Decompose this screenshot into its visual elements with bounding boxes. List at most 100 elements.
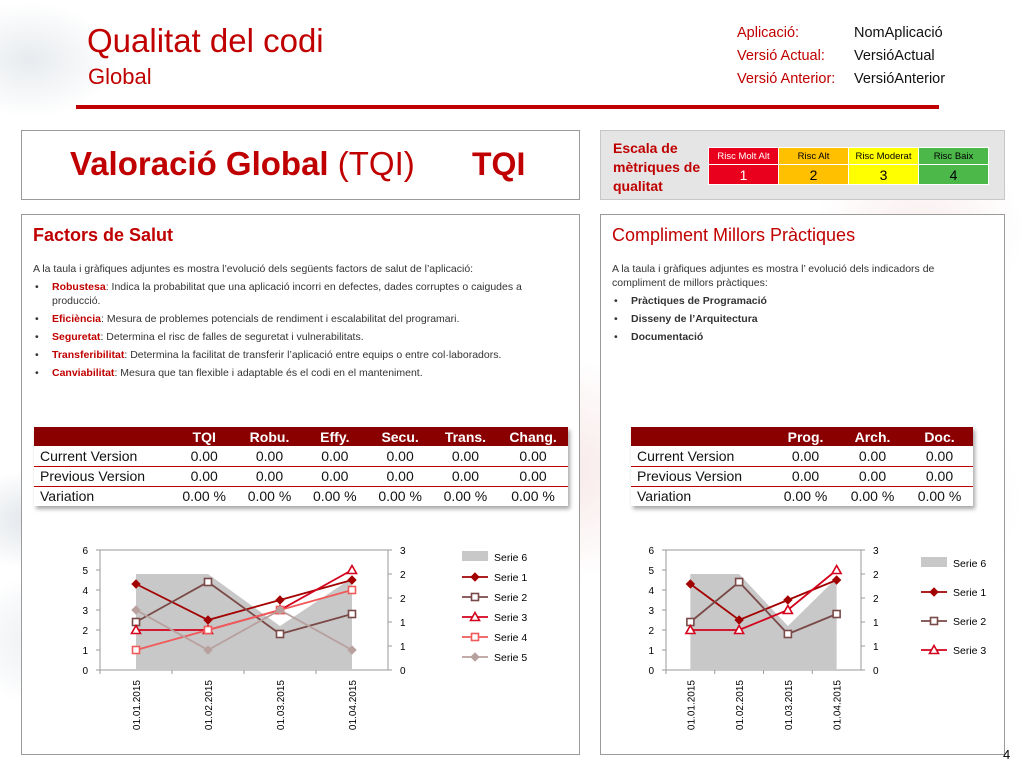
list-item: Disseny de l’Arquitectura (612, 312, 987, 326)
table-cell: 0.00 (772, 446, 840, 466)
table-cell: 0.00 (302, 446, 368, 466)
practice-name: Disseny de l’Arquitectura (631, 313, 758, 325)
row-label: Current Version (34, 446, 172, 466)
legend-label: Serie 2 (953, 616, 986, 628)
table-cell: 0.00 % (236, 486, 303, 506)
column-header: Robu. (236, 427, 303, 446)
data-point (684, 623, 697, 635)
tqi-title-suffix: (TQI) (337, 145, 415, 182)
meta-label: Versió Actual: (737, 48, 825, 64)
y2-tick-label: 1 (873, 642, 879, 653)
table-row: Variation 0.00 % 0.00 % 0.00 % 0.00 % 0.… (34, 486, 568, 506)
y-tick-label: 4 (82, 586, 88, 597)
y-tick-label: 1 (648, 646, 654, 657)
legend-label: Serie 1 (494, 572, 527, 584)
legend-marker (470, 592, 480, 602)
table-cell: 0.00 % (772, 486, 840, 506)
data-point (346, 563, 358, 575)
table-cell: 0.00 (772, 466, 840, 486)
table-cell: 0.00 % (432, 486, 499, 506)
table-cell: 0.00 (302, 466, 368, 486)
best-practices-table: Prog. Arch. Doc. Current Version 0.00 0.… (631, 427, 973, 506)
x-tick-label: 01.02.2015 (204, 680, 215, 730)
x-tick-label: 01.03.2015 (784, 680, 795, 730)
best-practices-list: Pràctiques de Programació Disseny de l’A… (612, 294, 987, 344)
column-header: Trans. (432, 427, 499, 446)
series-line (689, 580, 837, 636)
y-tick-label: 2 (648, 626, 654, 637)
row-label: Variation (34, 486, 172, 506)
table-cell: 0.00 (839, 446, 906, 466)
x-tick-label: 01.04.2015 (833, 680, 844, 730)
data-point (782, 603, 794, 615)
data-point (131, 579, 141, 589)
chart-legend: Serie 6 Serie 1 Serie 2 Serie 3 Serie 4 Serie… (462, 551, 527, 664)
scale-label-low: Risc Baix (918, 147, 989, 165)
legend-label: Serie 4 (494, 632, 527, 644)
application-meta: Aplicació: NomAplicació Versió Actual: V… (737, 22, 945, 91)
factor-name: Robustesa (52, 281, 106, 293)
y2-tick-label: 1 (400, 618, 406, 629)
data-point (131, 605, 141, 615)
table-corner-cell (631, 427, 773, 446)
meta-row-current-version: Versió Actual: VersióActual (737, 45, 945, 68)
list-item: Pràctiques de Programació (612, 294, 987, 308)
meta-value: VersióAnterior (854, 71, 946, 87)
factor-description: : Indica la probabilitat que una aplicac… (52, 281, 522, 307)
page-subtitle: Global (88, 64, 152, 89)
y2-tick-label: 0 (400, 666, 406, 677)
data-point (130, 623, 142, 635)
x-tick-label: 01.03.2015 (276, 680, 287, 730)
page-number: 4 (1003, 747, 1011, 762)
table-cell: 0.00 % (367, 486, 433, 506)
legend-label: Serie 3 (494, 612, 527, 624)
table-cell: 0.00 (839, 466, 906, 486)
data-point (275, 605, 285, 615)
table-cell: 0.00 (171, 466, 237, 486)
column-header: Prog. (772, 427, 840, 446)
legend-marker (929, 587, 939, 597)
data-point (734, 577, 744, 587)
list-item: Robustesa: Indica la probabilitat que un… (33, 280, 563, 308)
row-label: Current Version (631, 446, 773, 466)
best-practices-description: A la taula i gràfiques adjuntes es mostr… (612, 262, 987, 348)
legend-label: Serie 6 (953, 558, 986, 570)
y-tick-label: 6 (648, 546, 654, 557)
legend-marker (928, 643, 940, 655)
table-cell: 0.00 (432, 466, 499, 486)
tqi-title-main: Valoració Global (70, 145, 329, 182)
series-serie-3 (684, 563, 843, 635)
table-header-row: Prog. Arch. Doc. (631, 427, 973, 446)
factor-name: Canviabilitat (52, 367, 115, 379)
data-point (347, 575, 357, 585)
column-header: Doc. (905, 427, 973, 446)
y-tick-label: 3 (648, 606, 654, 617)
health-factors-table: TQI Robu. Effy. Secu. Trans. Chang. Curr… (34, 427, 568, 506)
y-tick-label: 1 (82, 646, 88, 657)
table-cell: 0.00 % (498, 486, 568, 506)
meta-row-application: Aplicació: NomAplicació (737, 22, 945, 45)
table-cell: 0.00 % (302, 486, 368, 506)
legend-marker (470, 572, 480, 582)
data-point (830, 563, 843, 575)
factor-name: Seguretat (52, 331, 101, 343)
series-serie-6 (136, 574, 352, 670)
x-tick-label: 01.01.2015 (686, 680, 697, 730)
scale-number-very-high: 1 (708, 164, 779, 185)
best-practices-section: Compliment Millors Pràctiques A la taula… (600, 214, 1005, 755)
y2-tick-label: 0 (873, 666, 879, 677)
series-serie-5 (131, 605, 357, 655)
table-cell: 0.00 (236, 466, 303, 486)
row-label: Variation (631, 486, 773, 506)
y-tick-label: 0 (82, 666, 88, 677)
best-practices-intro: A la taula i gràfiques adjuntes es mostr… (612, 263, 935, 289)
list-item: Documentació (612, 330, 987, 344)
data-point (203, 625, 213, 635)
legend-label: Serie 1 (953, 587, 986, 599)
meta-value: NomAplicació (854, 25, 943, 41)
column-header: Effy. (302, 427, 368, 446)
series-serie-2 (686, 577, 841, 639)
data-point (275, 595, 285, 605)
table-cell: 0.00 (367, 466, 433, 486)
series-line (135, 580, 353, 635)
